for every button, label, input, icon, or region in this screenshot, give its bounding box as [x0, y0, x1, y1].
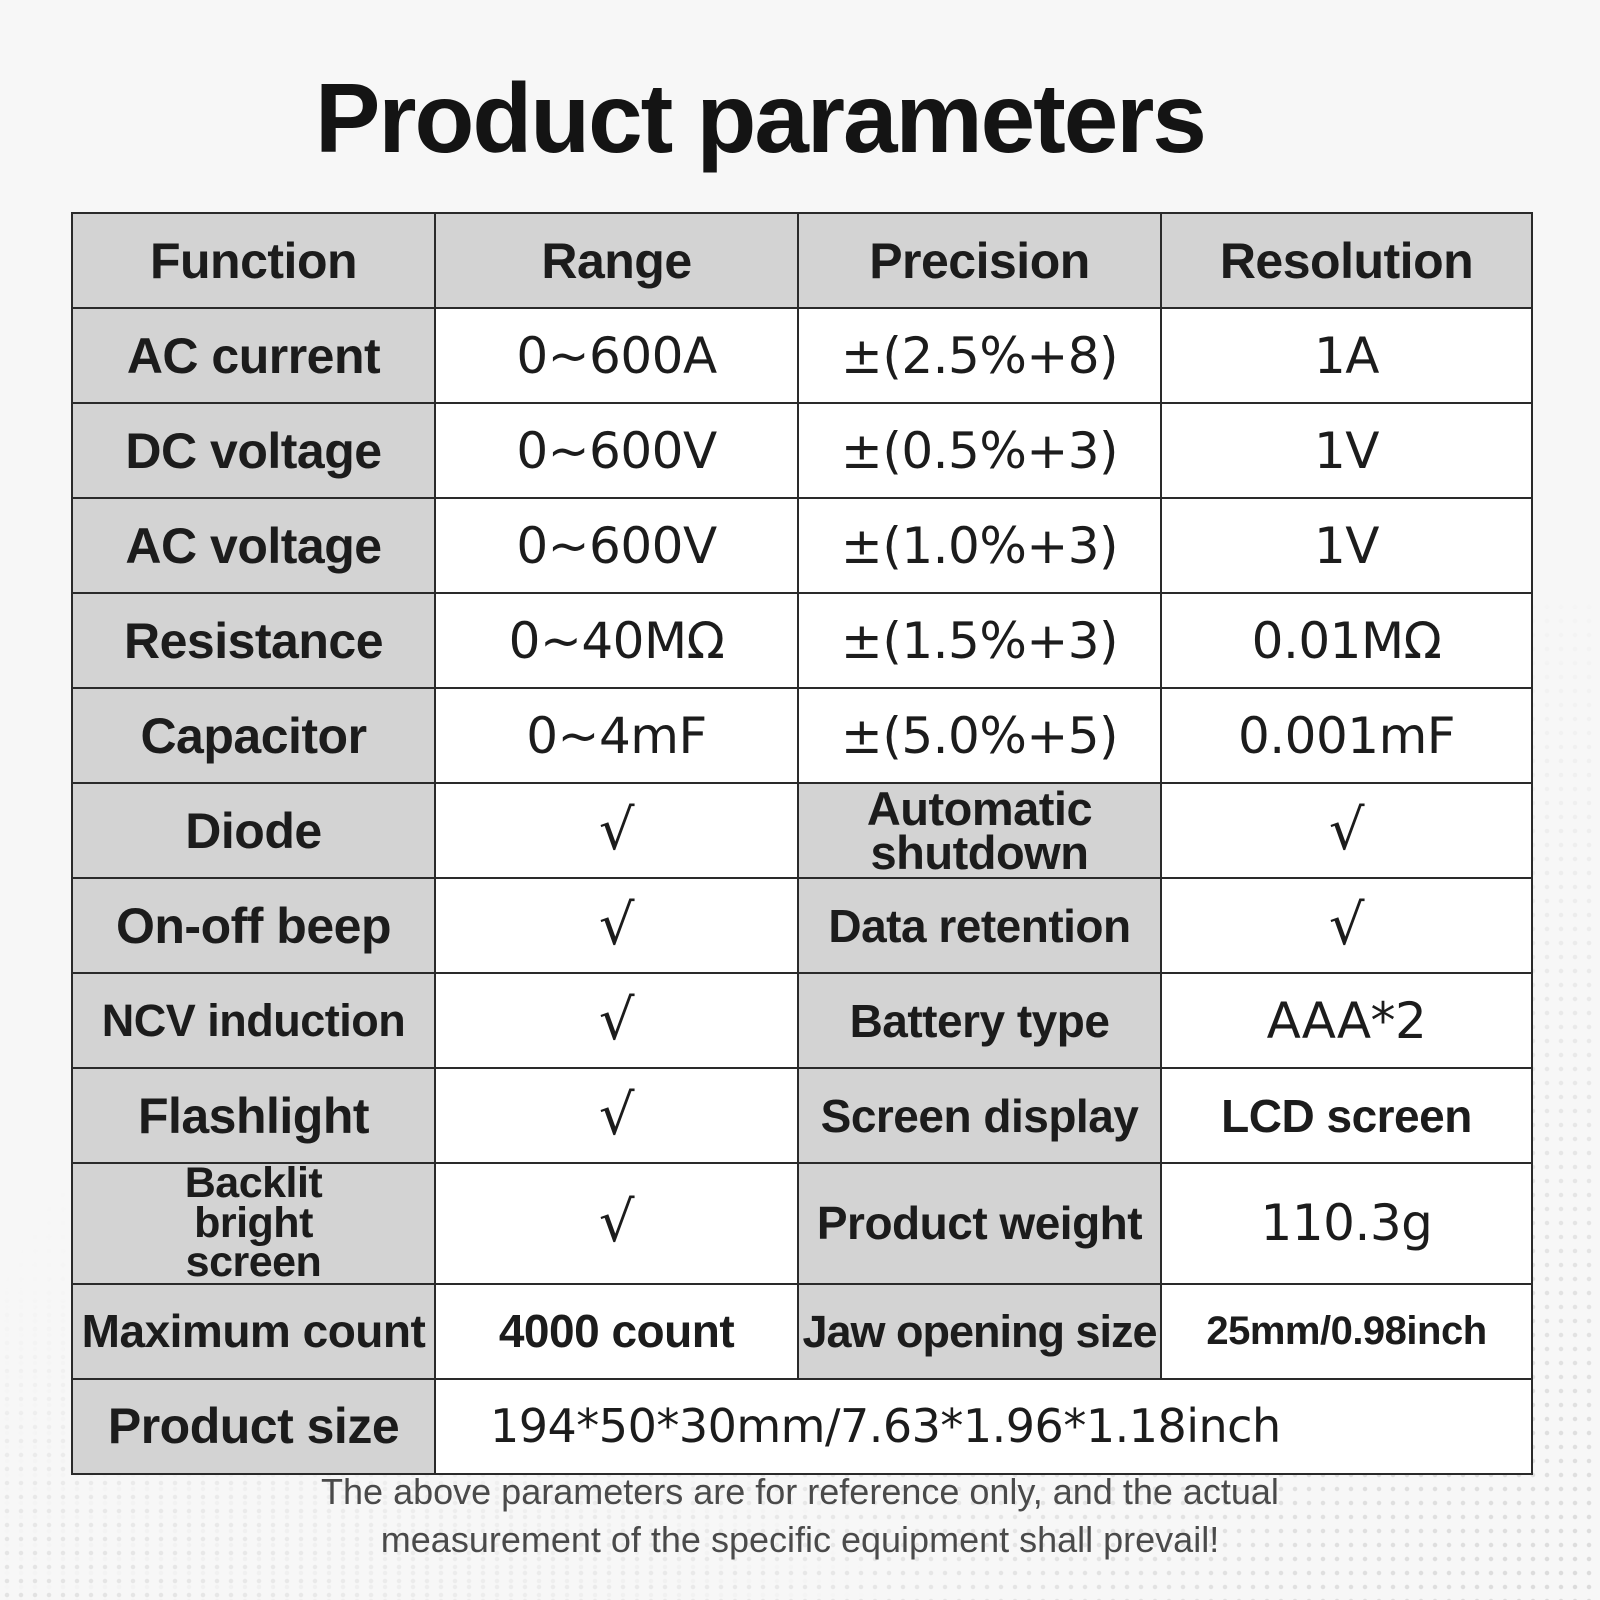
resolution-cell: 1V — [1160, 402, 1533, 499]
precision-cell: ±(0.5%+3) — [797, 402, 1162, 499]
check-mark-icon: √ — [434, 782, 799, 879]
resolution-cell: 1A — [1160, 307, 1533, 404]
feature-label: Flashlight — [71, 1067, 436, 1164]
function-cell: Resistance — [71, 592, 436, 689]
feature-label: Product size — [71, 1377, 436, 1475]
feature-label: Backlit bright screen — [71, 1162, 436, 1285]
check-mark-icon: √ — [434, 877, 799, 974]
check-mark-icon: √ — [1160, 782, 1533, 879]
function-cell: DC voltage — [71, 402, 436, 499]
product-size-value: 194*50*30mm/7.63*1.96*1.18inch — [434, 1377, 1533, 1475]
page-title: Product parameters — [315, 63, 1207, 173]
disclaimer-note: The above parameters are for reference o… — [321, 1471, 1279, 1560]
feature-label: Data retention — [797, 877, 1162, 974]
value-cell: LCD screen — [1160, 1067, 1533, 1164]
resolution-cell: 1V — [1160, 497, 1533, 594]
feature-label: Screen display — [797, 1067, 1162, 1164]
table-row: AC voltage 0~600V ±(1.0%+3) 1V — [71, 497, 1533, 594]
range-cell: 0~40MΩ — [434, 592, 799, 689]
table-row: Backlit bright screen √ Product weight 1… — [71, 1162, 1533, 1285]
function-cell: AC voltage — [71, 497, 436, 594]
feature-label: Diode — [71, 782, 436, 879]
feature-label: Maximum count — [71, 1282, 436, 1380]
table-row: Diode √ Automatic shutdown √ — [71, 782, 1533, 879]
feature-label: Jaw opening size — [797, 1282, 1162, 1380]
resolution-cell: 0.001mF — [1160, 687, 1533, 784]
header-range: Range — [434, 212, 799, 309]
range-cell: 0~600V — [434, 402, 799, 499]
precision-cell: ±(1.0%+3) — [797, 497, 1162, 594]
value-cell: 25mm/0.98inch — [1160, 1282, 1533, 1380]
feature-label: NCV induction — [71, 972, 436, 1069]
check-mark-icon: √ — [434, 972, 799, 1069]
check-mark-icon: √ — [434, 1162, 799, 1285]
table-row: Product size 194*50*30mm/7.63*1.96*1.18i… — [71, 1377, 1533, 1475]
range-cell: 0~600V — [434, 497, 799, 594]
check-mark-icon: √ — [434, 1067, 799, 1164]
function-cell: Capacitor — [71, 687, 436, 784]
feature-label: Automatic shutdown — [797, 782, 1162, 879]
header-function: Function — [71, 212, 436, 309]
value-cell: 4000 count — [434, 1282, 799, 1380]
table-row: On-off beep √ Data retention √ — [71, 877, 1533, 974]
table-row: Flashlight √ Screen display LCD screen — [71, 1067, 1533, 1164]
feature-label: Product weight — [797, 1162, 1162, 1285]
table-row: Resistance 0~40MΩ ±(1.5%+3) 0.01MΩ — [71, 592, 1533, 689]
feature-label: Battery type — [797, 972, 1162, 1069]
feature-label: On-off beep — [71, 877, 436, 974]
precision-cell: ±(1.5%+3) — [797, 592, 1162, 689]
range-cell: 0~4mF — [434, 687, 799, 784]
value-cell: AAA*2 — [1160, 972, 1533, 1069]
parameters-table: Function Range Precision Resolution AC c… — [71, 212, 1533, 1475]
precision-cell: ±(5.0%+5) — [797, 687, 1162, 784]
precision-cell: ±(2.5%+8) — [797, 307, 1162, 404]
header-precision: Precision — [797, 212, 1162, 309]
table-row: Capacitor 0~4mF ±(5.0%+5) 0.001mF — [71, 687, 1533, 784]
check-mark-icon: √ — [1160, 877, 1533, 974]
resolution-cell: 0.01MΩ — [1160, 592, 1533, 689]
table-row: DC voltage 0~600V ±(0.5%+3) 1V — [71, 402, 1533, 499]
function-cell: AC current — [71, 307, 436, 404]
value-cell: 110.3g — [1160, 1162, 1533, 1285]
header-resolution: Resolution — [1160, 212, 1533, 309]
range-cell: 0~600A — [434, 307, 799, 404]
table-row: NCV induction √ Battery type AAA*2 — [71, 972, 1533, 1069]
table-row: AC current 0~600A ±(2.5%+8) 1A — [71, 307, 1533, 404]
table-header-row: Function Range Precision Resolution — [71, 212, 1533, 309]
table-row: Maximum count 4000 count Jaw opening siz… — [71, 1282, 1533, 1380]
